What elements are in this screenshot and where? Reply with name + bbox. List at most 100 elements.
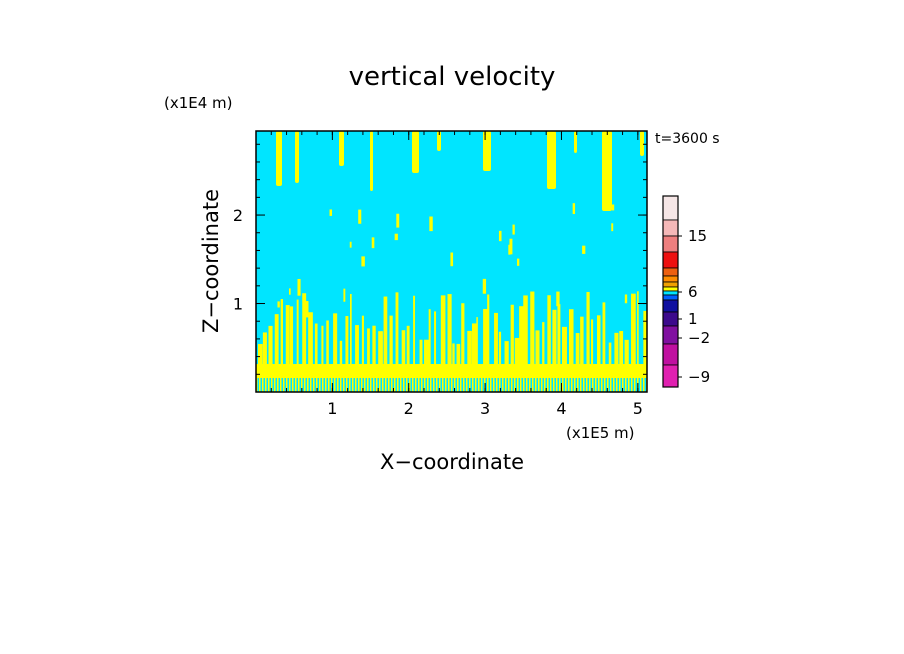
boundary-streak <box>490 378 492 392</box>
convective-plume <box>504 341 509 366</box>
convective-plume <box>389 315 393 366</box>
boundary-streak <box>508 378 510 392</box>
convective-plume <box>476 317 478 366</box>
boundary-streak <box>280 378 282 392</box>
boundary-streak <box>400 378 402 392</box>
boundary-streak <box>334 378 336 392</box>
midlevel-feature <box>482 278 487 294</box>
convective-plume <box>383 296 388 366</box>
upper-streak <box>295 131 299 183</box>
boundary-streak <box>469 378 471 392</box>
convective-plume <box>562 326 567 366</box>
convective-plume <box>378 331 383 366</box>
colorbar-level <box>662 311 679 327</box>
boundary-streak <box>595 378 597 392</box>
boundary-streak <box>580 378 582 392</box>
boundary-streak <box>628 378 630 392</box>
colorbar-level <box>662 195 679 221</box>
boundary-streak <box>325 378 327 392</box>
boundary-streak <box>526 378 528 392</box>
convective-plume <box>428 309 431 366</box>
boundary-streak <box>415 378 417 392</box>
convective-plume <box>514 337 520 366</box>
x-tick-label: 2 <box>404 399 414 418</box>
boundary-streak <box>439 378 441 392</box>
convective-plume <box>591 319 594 366</box>
boundary-streak <box>565 378 567 392</box>
midlevel-feature <box>498 230 502 242</box>
boundary-streak <box>622 378 624 392</box>
midlevel-feature <box>361 256 365 267</box>
boundary-streak <box>520 378 522 392</box>
boundary-streak <box>577 378 579 392</box>
midlevel-feature <box>611 223 614 232</box>
x-tick-label: 4 <box>556 399 566 418</box>
boundary-streak <box>433 378 435 392</box>
upper-streak <box>437 131 441 151</box>
boundary-streak <box>424 378 426 392</box>
convective-plume <box>285 305 290 366</box>
x-axis-label: X−coordinate <box>380 450 524 474</box>
boundary-streak <box>328 378 330 392</box>
midlevel-feature <box>512 224 515 235</box>
boundary-streak <box>583 378 585 392</box>
boundary-streak <box>364 378 366 392</box>
boundary-streak <box>517 378 519 392</box>
convective-plume <box>419 339 423 366</box>
convective-plume <box>494 312 498 366</box>
colorbar-level <box>662 219 679 237</box>
boundary-streak <box>304 378 306 392</box>
convective-plume <box>339 340 343 366</box>
boundary-streak <box>373 378 375 392</box>
convective-plume <box>349 294 352 366</box>
convective-plume <box>401 330 406 366</box>
boundary-streak <box>460 378 462 392</box>
boundary-streak <box>349 378 351 392</box>
convective-plume <box>619 331 624 366</box>
boundary-streak <box>259 378 261 392</box>
boundary-streak <box>496 378 498 392</box>
boundary-streak <box>610 378 612 392</box>
colorbar: 15 6 1−2 −9 <box>662 195 710 388</box>
convective-plume <box>557 304 561 366</box>
boundary-streak <box>544 378 546 392</box>
colorbar-level <box>662 235 679 253</box>
midlevel-feature <box>624 294 628 304</box>
boundary-streak <box>538 378 540 392</box>
boundary-streak <box>355 378 357 392</box>
boundary-streak <box>388 378 390 392</box>
convective-plume <box>321 325 324 366</box>
convective-plume <box>519 306 524 366</box>
convective-plume <box>510 304 514 366</box>
midlevel-feature <box>429 216 433 232</box>
midlevel-feature <box>358 209 362 224</box>
boundary-streak <box>442 378 444 392</box>
boundary-streak <box>343 378 345 392</box>
convective-plume <box>580 316 584 366</box>
x-tick-label: 1 <box>327 399 337 418</box>
midlevel-feature <box>394 233 398 241</box>
boundary-streak <box>568 378 570 392</box>
convective-plume <box>547 295 551 366</box>
colorbar-tick-label: −2 <box>688 329 710 347</box>
boundary-streak <box>457 378 459 392</box>
midlevel-feature <box>371 237 375 249</box>
boundary-streak <box>634 378 636 392</box>
field-clip-group <box>256 131 647 392</box>
boundary-streak <box>625 378 627 392</box>
convective-plume <box>367 328 370 366</box>
boundary-streak <box>592 378 594 392</box>
boundary-streak <box>532 378 534 392</box>
boundary-streak <box>574 378 576 392</box>
midlevel-feature <box>396 213 400 228</box>
convective-plume <box>471 323 477 366</box>
boundary-streak <box>301 378 303 392</box>
boundary-streak <box>499 378 501 392</box>
boundary-streak <box>631 378 633 392</box>
convective-plume <box>258 343 263 366</box>
midlevel-feature <box>349 241 352 248</box>
boundary-streak <box>409 378 411 392</box>
colorbar-tick-label: 15 <box>688 227 707 245</box>
midlevel-feature <box>611 204 615 211</box>
boundary-streak <box>475 378 477 392</box>
